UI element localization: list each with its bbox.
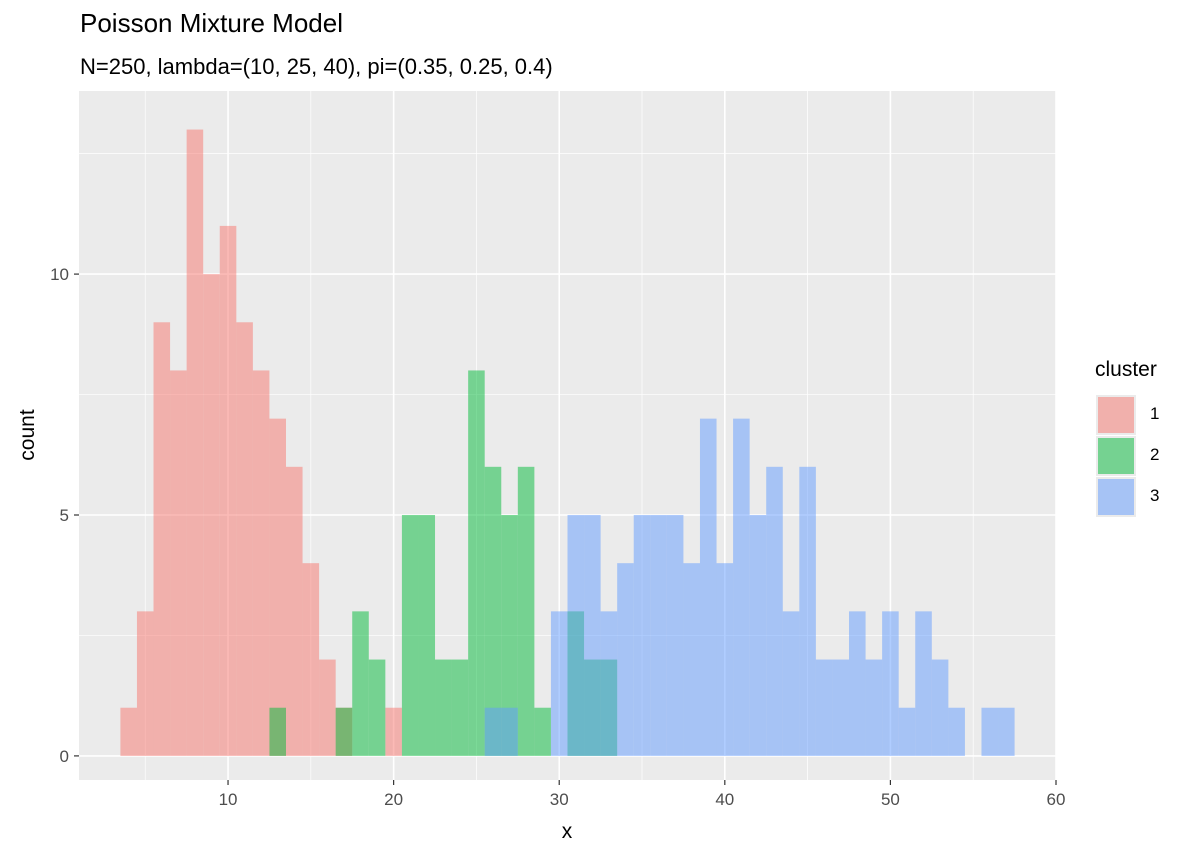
x-tick-label: 20	[384, 790, 403, 809]
histogram-bar-cluster-3	[766, 466, 783, 756]
chart-title: Poisson Mixture Model	[80, 8, 343, 38]
histogram-bar-cluster-3	[832, 659, 850, 756]
histogram-bar-cluster-3	[666, 515, 684, 756]
histogram-bar-cluster-1	[319, 659, 336, 756]
legend-key	[1096, 436, 1136, 476]
histogram-bar-cluster-1	[203, 274, 220, 756]
histogram-bar-cluster-1	[302, 563, 320, 756]
legend-item-cluster-1: 1	[1096, 395, 1186, 435]
histogram-bar-cluster-3	[998, 707, 1015, 756]
histogram-bar-cluster-3	[716, 563, 734, 756]
x-tick-label: 50	[881, 790, 900, 809]
legend-label: 1	[1150, 404, 1160, 423]
histogram-bar-cluster-1	[285, 466, 303, 756]
histogram-bar-cluster-3	[633, 515, 651, 756]
histogram-bar-cluster-3	[650, 515, 667, 756]
legend-swatch	[1098, 397, 1134, 433]
histogram-bar-cluster-1	[136, 611, 154, 756]
histogram-bar-cluster-2	[534, 707, 551, 756]
histogram-bar-cluster-2	[484, 466, 502, 756]
y-tick-label: 5	[60, 506, 69, 525]
histogram-bar-cluster-3	[799, 466, 816, 756]
histogram-bar-cluster-1	[186, 129, 204, 756]
y-tick-label: 10	[50, 265, 69, 284]
histogram-bar-cluster-3	[584, 515, 601, 756]
histogram-bar-cluster-3	[484, 707, 502, 756]
histogram-bar-cluster-3	[733, 418, 750, 756]
x-axis-title: x	[562, 820, 573, 843]
histogram-bar-cluster-2	[451, 659, 469, 756]
legend-item-cluster-2: 2	[1096, 436, 1186, 476]
histogram-bar-cluster-3	[699, 418, 717, 756]
histogram-bar-cluster-3	[501, 707, 518, 756]
histogram-bar-cluster-3	[683, 563, 700, 756]
histogram-bar-cluster-2	[352, 611, 369, 756]
histogram-bar-cluster-1	[219, 225, 237, 756]
axis-ticks: 10 20 30 40 50 60 0 5 10	[50, 265, 1065, 809]
histogram-bar-cluster-1	[385, 707, 402, 756]
legend-swatch	[1098, 479, 1134, 515]
y-axis-title: count	[16, 409, 39, 461]
y-tick-label: 0	[60, 747, 69, 766]
histogram-bar-cluster-3	[550, 611, 568, 756]
histogram-bar-cluster-3	[898, 707, 916, 756]
histogram-bar-cluster-3	[981, 707, 999, 756]
x-tick-label: 60	[1047, 790, 1066, 809]
histogram-bar-cluster-1	[153, 322, 171, 756]
x-tick-label: 40	[715, 790, 734, 809]
histogram-bar-cluster-1	[120, 707, 137, 756]
histogram-bar-cluster-1	[252, 370, 270, 756]
histogram-bar-cluster-3	[931, 659, 949, 756]
histogram-bar-cluster-1	[170, 370, 187, 756]
histogram-bar-cluster-3	[815, 659, 833, 756]
legend-label: 2	[1150, 445, 1160, 464]
histogram-bar-cluster-3	[865, 659, 883, 756]
x-tick-label: 30	[550, 790, 569, 809]
histogram-bar-cluster-3	[600, 611, 618, 756]
histogram-bar-cluster-3	[782, 611, 800, 756]
legend-title: cluster	[1095, 358, 1157, 381]
chart-subtitle: N=250, lambda=(10, 25, 40), pi=(0.35, 0.…	[80, 54, 553, 79]
histogram-bar-cluster-2	[517, 466, 535, 756]
histogram-bar-cluster-2	[435, 659, 452, 756]
histogram-bar-cluster-3	[849, 611, 866, 756]
histogram-bar-cluster-2	[269, 707, 286, 756]
histogram-bars	[120, 129, 1015, 756]
legend-key	[1096, 477, 1136, 517]
histogram-bar-cluster-2	[335, 707, 353, 756]
histogram-bar-cluster-1	[269, 418, 286, 756]
legend-item-cluster-3: 3	[1096, 477, 1186, 517]
histogram-bar-cluster-2	[501, 515, 518, 756]
histogram-bar-cluster-3	[617, 563, 634, 756]
histogram-bar-cluster-3	[948, 707, 965, 756]
x-tick-label: 10	[219, 790, 238, 809]
histogram-bar-cluster-2	[468, 370, 485, 756]
histogram-bar-cluster-3	[882, 611, 899, 756]
histogram-bar-cluster-3	[567, 515, 585, 756]
legend-label: 3	[1150, 486, 1160, 505]
legend-swatch	[1098, 438, 1134, 474]
legend-key	[1096, 395, 1136, 435]
histogram-bar-cluster-3	[749, 515, 767, 756]
histogram-bar-cluster-1	[236, 322, 253, 756]
histogram-bar-cluster-2	[368, 659, 386, 756]
histogram-bar-cluster-2	[401, 515, 419, 756]
histogram-bar-cluster-3	[915, 611, 932, 756]
histogram-bar-cluster-2	[418, 515, 436, 756]
